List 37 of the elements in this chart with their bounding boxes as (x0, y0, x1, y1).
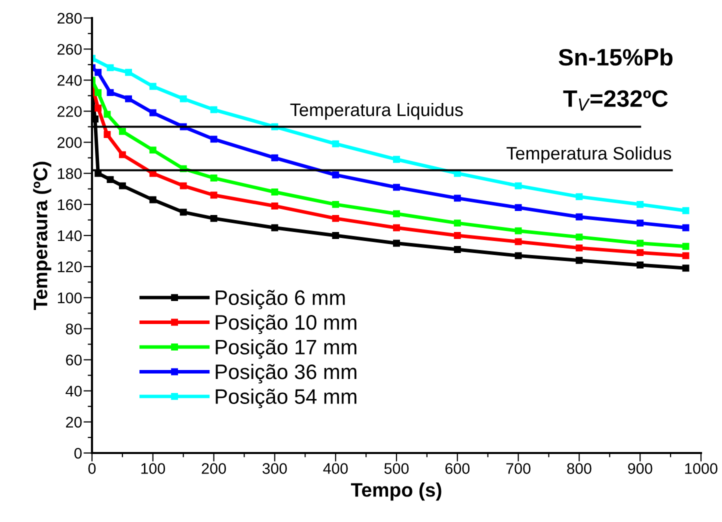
y-tick-label: 140 (58, 230, 82, 242)
annotation: Sn-15%Pb (558, 48, 673, 66)
x-tick-label: 0 (88, 463, 96, 474)
x-tick-label: 200 (202, 463, 226, 474)
legend-label: Posição 17 mm (216, 339, 356, 359)
legend-label: Posição 54 mm (216, 388, 356, 408)
y-tick-label: 180 (58, 168, 82, 180)
y-tick-label: 120 (58, 261, 82, 272)
x-tick-label: 600 (445, 463, 470, 474)
y-tick-label: 40 (66, 386, 82, 397)
y-tick-label: 220 (58, 106, 82, 117)
y-axis-title: Temperaura (ºC) (33, 162, 52, 310)
y-tick-label: 260 (58, 44, 82, 55)
y-tick-label: 280 (58, 12, 82, 24)
y-tick-label: 20 (66, 416, 82, 428)
legend-label: Posição 36 mm (216, 364, 356, 384)
y-tick-label: 200 (58, 137, 82, 148)
x-tick-label: 1000 (685, 463, 718, 474)
y-tick-label: 100 (58, 292, 82, 304)
annotation: T$_{V}$=232ºC (563, 90, 668, 111)
x-tick-label: 700 (506, 463, 530, 474)
x-tick-label: 100 (141, 463, 166, 474)
legend-label: Posição 10 mm (216, 314, 356, 334)
x-tick-label: 800 (567, 463, 592, 474)
y-tick-label: 60 (66, 354, 82, 366)
y-tick-label: 160 (58, 199, 82, 210)
y-tick-label: 80 (66, 324, 82, 334)
x-tick-label: 900 (628, 463, 652, 474)
y-tick-label: 0 (74, 448, 82, 459)
x-tick-label: 400 (323, 463, 348, 474)
annotation: Temperatura Solidus (506, 146, 672, 164)
legend-label: Posição 6 mm (216, 290, 345, 310)
annotation: Temperatura Liquidus (290, 102, 463, 120)
x-tick-label: 300 (262, 463, 287, 474)
y-tick-label: 240 (58, 75, 82, 86)
x-tick-label: 500 (384, 463, 409, 474)
x-axis-title: Tempo (s) (350, 482, 442, 501)
